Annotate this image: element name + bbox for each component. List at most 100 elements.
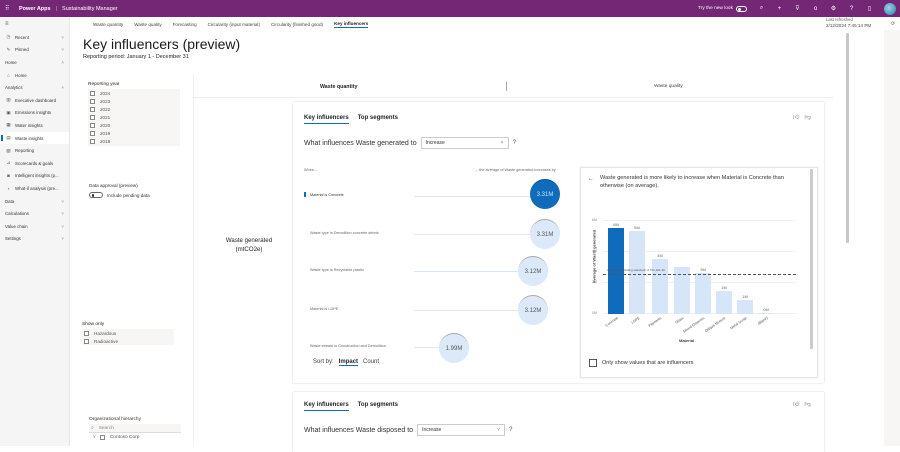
only-influencers-checkbox[interactable]: Only show values that are influencers [589,359,693,367]
tree-item[interactable]: ˅ Contoso Corp [89,433,181,441]
gear-icon[interactable]: ⚙ [830,6,837,12]
sidebar-group-home[interactable]: Home ˄ [0,56,69,69]
sidebar-item-water-insights[interactable]: ▦ Water insights [0,119,69,132]
tab-forecasting[interactable]: Forecasting [172,21,197,27]
impact-bubble[interactable]: 3.31M [530,219,560,249]
product-name[interactable]: Sustainability Manager [62,5,118,12]
thumbs-down-icon[interactable]: 👎︎ [804,114,811,121]
checkbox[interactable] [589,359,597,367]
bar-blank[interactable] [758,313,774,314]
influencer-row[interactable]: Waste type is Demolition concrete debris… [304,219,564,249]
year-option[interactable]: 2021 [88,113,180,122]
include-pending-toggle[interactable]: Include pending data [89,192,150,198]
checkbox[interactable] [90,98,95,104]
checkbox[interactable] [84,330,89,336]
impact-bubble[interactable]: 1.99M [439,333,469,363]
sidebar-item-reporting[interactable]: ▨ Reporting [0,144,69,157]
sidebar-item-scorecards[interactable]: ⊿ Scorecards & goals [0,157,69,170]
year-option[interactable]: 2020 [88,121,180,130]
filter-icon[interactable]: ⊽ [795,6,800,12]
thumbs-up-icon[interactable]: 👍︎ [792,114,800,121]
year-option[interactable]: 2018 [88,137,180,146]
sidebar-group-value-chain[interactable]: Value chain ˅ [0,220,69,233]
tab-key-influencers[interactable]: Key influencers [304,115,349,124]
assistant-icon[interactable]: o [813,5,818,12]
year-option[interactable]: 2023 [88,97,180,106]
direction-dropdown[interactable]: Increase ˅ [417,424,506,436]
plus-icon[interactable]: + [777,5,782,12]
year-option[interactable]: 2019 [88,129,180,138]
checkbox[interactable] [90,131,95,137]
sidebar-item-intelligent-insights[interactable]: ◙ Intelligent insights (p... [0,170,69,183]
sidebar-item-recent[interactable]: ◷ Recent ˅ [0,31,69,44]
checkbox[interactable] [84,338,89,344]
tab-waste-quality[interactable]: Waste quality [134,21,162,27]
sidebar-item-home[interactable]: ⌂ Home [0,69,69,82]
sidebar-item-emissions-insights[interactable]: ▣ Emissions insights [0,107,69,120]
sidebar-group-analytics[interactable]: Analytics ˄ [0,81,69,94]
checkbox[interactable] [90,122,95,128]
sort-impact-button[interactable]: Impact [338,359,359,366]
bar-concrete[interactable] [608,228,624,314]
search-icon[interactable]: ⌕ [759,5,764,11]
try-new-look-toggle[interactable]: Try the new look [698,5,747,12]
thumbs-up-icon[interactable]: 👍︎ [792,401,800,408]
sidebar-group-settings[interactable]: Settings ˅ [0,233,69,246]
thumbs-down-icon[interactable]: 👎︎ [804,401,811,408]
section-tab-waste-quality[interactable]: Waste quality [654,84,683,89]
sidebar-group-label: Analytics [5,85,23,91]
panel-scrollbar[interactable] [810,169,813,349]
tab-key-influencers[interactable]: Key influencers [334,20,369,28]
sidebar-group-calculations[interactable]: Calculations ˅ [0,207,69,220]
bar-glass[interactable] [674,267,690,314]
toggle-switch[interactable] [89,192,103,198]
bar-ldpe[interactable] [629,231,645,314]
sort-count-button[interactable]: Count [363,359,380,365]
sidebar-item-waste-insights[interactable]: ▤ Waste insights [0,131,69,145]
tab-circularity-input[interactable]: Circularity (input material) [207,21,260,27]
search-input[interactable]: ⌕ Search [89,424,181,433]
page-scrollbar[interactable] [846,33,849,243]
sidebar-item-label: Home [15,72,27,78]
tab-circularity-finished[interactable]: Circularity (finished good) [270,21,324,27]
impact-bubble[interactable]: 3.12M [518,256,548,286]
influencer-row[interactable]: Material is LDPE 3.12M [304,295,564,325]
influencer-row[interactable]: Material is Concrete 3.31M [304,179,564,211]
refresh-icon[interactable]: ⟳ [891,21,896,27]
hazardous-option[interactable]: Hazardous [82,329,174,338]
section-tab-waste-quantity[interactable]: Waste quantity [320,84,358,90]
app-launcher-icon[interactable]: ⠿ [5,6,10,12]
bar-oil-gas-mixture[interactable] [716,291,732,314]
hamburger-icon[interactable]: ≡ [5,21,9,27]
tab-top-segments[interactable]: Top segments [357,402,398,408]
sidebar-item-executive-dashboard[interactable]: ▥ Executive dashboard [0,94,69,107]
impact-bubble[interactable]: 3.31M [530,179,560,209]
year-option[interactable]: 2022 [88,105,180,114]
checkbox[interactable] [99,434,105,440]
tab-waste-quantity[interactable]: Waste quantity [93,21,124,27]
direction-dropdown[interactable]: Increase ˅ [420,137,509,149]
sidebar-item-what-if[interactable]: ♁ What-if analysis (pre... [0,182,69,195]
influencer-row[interactable]: Waste type is Recyclable plastic 3.12M [304,256,564,286]
tab-key-influencers[interactable]: Key influencers [304,402,349,411]
connector-line [414,271,524,272]
feedback-icon[interactable]: ▯ [867,6,872,12]
bar-metal-scrap[interactable] [737,300,753,314]
tab-top-segments[interactable]: Top segments [357,115,398,121]
checkbox[interactable] [90,139,95,145]
avatar[interactable] [884,2,896,15]
sidebar-item-pinned[interactable]: ✎ Pinned ˅ [0,44,69,57]
radioactive-option[interactable]: Radioactive [82,337,174,346]
sidebar-group-data[interactable]: Data ˅ [0,195,69,208]
impact-bubble[interactable]: 3.12M [518,295,548,325]
influencer-row[interactable]: Waste stream is Construction and Demolit… [304,332,564,363]
year-option[interactable]: 2024 [88,89,180,98]
back-arrow-icon[interactable]: ← [588,176,594,182]
bar-pigments[interactable] [652,259,668,314]
help-icon[interactable]: ? [849,5,854,12]
chevron-down-icon[interactable]: ˅ [93,434,96,440]
bar-mixed-organics[interactable] [695,273,711,314]
checkbox[interactable] [90,114,95,120]
checkbox[interactable] [90,106,95,112]
checkbox[interactable] [90,90,95,96]
